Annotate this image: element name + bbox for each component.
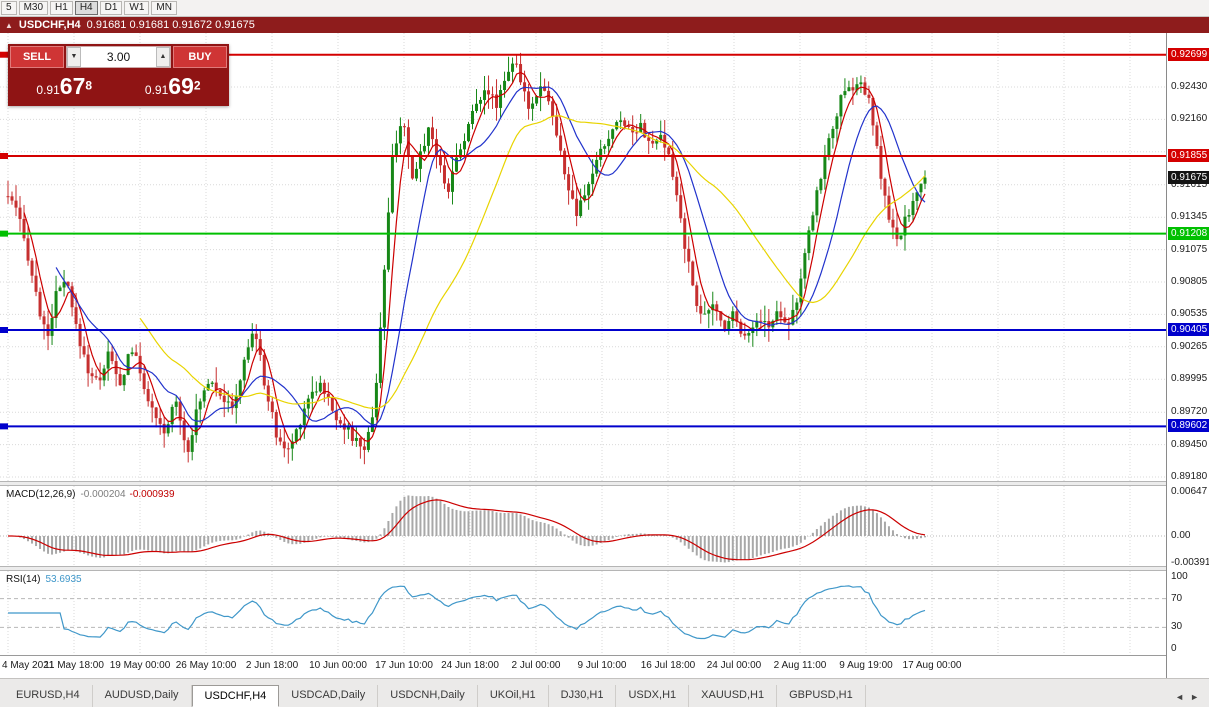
time-axis-separator [0,655,1209,656]
price-line-tag: 0.91855 [1168,149,1209,162]
price-axis-label: 0.91075 [1171,243,1208,255]
time-axis-label: 17 Aug 00:00 [902,660,962,671]
main-macd-divider[interactable] [0,481,1209,486]
macd-indicator-chart[interactable] [0,486,1166,566]
price-axis-label: 0.89450 [1171,438,1208,450]
rsi-indicator-label: RSI(14) 53.6935 [6,574,82,585]
chart-symbol-title: USDCHF,H4 [18,19,81,31]
chart-tab-usdcad-daily[interactable]: USDCAD,Daily [279,685,379,707]
price-axis-label: 0.91345 [1171,211,1208,223]
buy-price-display[interactable]: 0.91692 [118,70,227,104]
chart-tab-audusd-daily[interactable]: AUDUSD,Daily [93,685,192,707]
macd-main-value: -0.000204 [80,489,126,500]
macd-signal-value: -0.000939 [129,489,175,500]
macd-indicator-label: MACD(12,26,9) -0.000204 -0.000939 [6,489,175,500]
rsi-indicator-chart[interactable] [0,571,1166,655]
sell-price-display[interactable]: 0.91678 [10,70,119,104]
volume-decrease-button[interactable]: ▼ [67,47,81,67]
chart-tab-gbpusd-h1[interactable]: GBPUSD,H1 [777,685,866,707]
price-axis-label: 0.89995 [1171,373,1208,385]
price-line-tag: 0.92699 [1168,47,1209,61]
timeframe-button-d1[interactable]: D1 [99,1,123,15]
chart-tab-usdx-h1[interactable]: USDX,H1 [616,685,690,707]
time-axis[interactable]: 4 May 2021 11 May 18:00 19 May 00:00 26 May… [0,656,1166,678]
rsi-axis-label: 100 [1171,571,1188,582]
tab-scroll-right-icon[interactable]: ► [1190,692,1199,702]
timeframe-button-h1[interactable]: H1 [50,1,73,15]
chart-tab-eurusd-h4[interactable]: EURUSD,H4 [4,685,93,707]
price-line-tag: 0.91208 [1168,226,1209,240]
chart-tab-usdcnh-daily[interactable]: USDCNH,Daily [378,685,478,707]
timeframe-button-h4[interactable]: H4 [74,1,98,15]
time-axis-label: 4 May 2021 [2,660,55,671]
time-axis-label: 9 Aug 19:00 [839,660,893,671]
macd-axis-label: 0.00 [1171,530,1191,541]
price-line-tag: 0.90405 [1168,323,1209,336]
macd-axis-label: -0.00391 [1171,556,1209,568]
chart-title-bar: ▲ USDCHF,H4 0.91681 0.91681 0.91672 0.91… [0,17,1209,33]
price-axis-label: 0.89180 [1171,471,1208,482]
rsi-axis-label: 0 [1171,643,1177,654]
buy-price-prefix: 0.91 [144,83,169,97]
sell-price-big-digits: 67 [59,73,86,99]
time-axis-label: 19 May 00:00 [109,660,171,671]
tab-scroll-left-icon[interactable]: ◄ [1175,692,1185,702]
rsi-axis-label: 30 [1171,621,1183,633]
chart-tab-usdchf-h4[interactable]: USDCHF,H4 [191,685,280,707]
time-axis-label: 24 Jul 00:00 [706,660,762,671]
price-axis-label: 0.89720 [1171,406,1208,418]
volume-value[interactable]: 3.00 [106,50,131,64]
price-axis-label: 0.90805 [1171,276,1208,287]
sell-price-pip-digit: 8 [85,78,93,93]
price-line-tag: 0.89602 [1168,419,1209,433]
price-axis-label: 0.91615 [1171,178,1208,190]
buy-price-pip-digit: 2 [193,78,201,93]
rsi-value: 53.6935 [45,574,82,585]
chart-ohlc-values: 0.91681 0.91681 0.91672 0.91675 [86,19,255,31]
price-axis-label: 0.92160 [1171,113,1208,125]
main-candlestick-chart[interactable] [0,33,1166,481]
price-axis[interactable]: 0.92430 0.92160 0.91615 0.91345 0.91075 0.908… [1166,33,1209,678]
volume-increase-button[interactable]: ▲ [156,47,170,67]
chart-tab-dj30-h1[interactable]: DJ30,H1 [549,685,617,707]
sell-button[interactable]: SELL [10,46,64,68]
time-axis-label: 10 Jun 00:00 [309,660,367,671]
tab-scroll-controls: ◄ ► [1175,692,1209,707]
time-axis-label: 2 Jul 00:00 [511,660,561,671]
time-axis-label: 17 Jun 10:00 [375,660,433,671]
timeframe-button-m30[interactable]: M30 [18,1,49,15]
time-axis-label: 24 Jun 18:00 [441,660,499,671]
buy-price-big-digits: 69 [168,73,194,99]
timeframe-button-5[interactable]: 5 [1,1,17,15]
volume-field[interactable]: ▼ 3.00 ▲ [66,46,171,68]
price-axis-label: 0.90535 [1171,308,1208,320]
time-axis-label: 11 May 18:00 [44,660,104,671]
chart-window-icon: ▲ [5,20,13,30]
chart-tab-ukoil-h1[interactable]: UKOil,H1 [478,685,549,707]
rsi-axis-label: 70 [1171,592,1183,604]
time-axis-label: 16 Jul 18:00 [640,660,696,671]
sell-price-prefix: 0.91 [36,83,60,97]
timeframe-button-mn[interactable]: MN [151,1,177,15]
timeframe-button-w1[interactable]: W1 [124,1,150,15]
time-axis-label: 26 May 10:00 [175,660,237,671]
macd-name: MACD(12,26,9) [6,489,76,500]
price-axis-label: 0.92430 [1171,81,1208,92]
time-axis-label: 2 Jun 18:00 [245,660,299,671]
price-axis-label: 0.90265 [1171,340,1208,352]
current-price-tag: 0.91675 [1168,170,1209,184]
buy-button[interactable]: BUY [173,46,227,68]
macd-axis-label: 0.00647 [1171,486,1208,497]
timeframe-toolbar: 5 M30 H1 H4 D1 W1 MN [0,0,1209,17]
one-click-trading-panel: SELL ▼ 3.00 ▲ BUY 0.91678 0.91692 [8,44,229,106]
time-axis-label: 2 Aug 11:00 [773,660,827,671]
rsi-name: RSI(14) [6,574,41,585]
chart-tab-bar: EURUSD,H4 AUDUSD,Daily USDCHF,H4 USDCAD,Dai… [0,678,1209,707]
time-axis-label: 9 Jul 10:00 [577,660,627,671]
macd-rsi-divider[interactable] [0,566,1209,571]
chart-tab-xauusd-h1[interactable]: XAUUSD,H1 [689,685,778,707]
